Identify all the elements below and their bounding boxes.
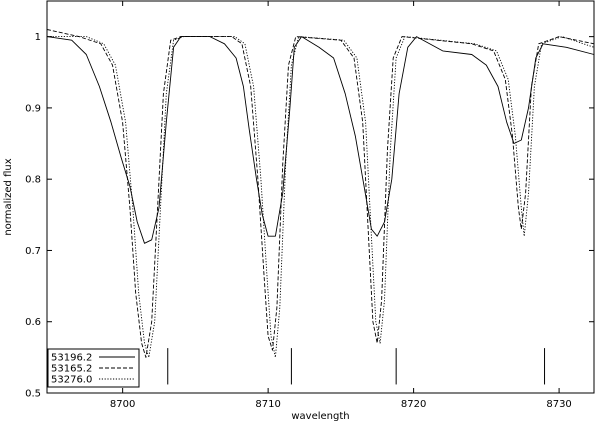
reference-marks: [167, 348, 546, 385]
series-line-2: [46, 29, 595, 358]
x-axis-label: wavelength: [291, 411, 349, 422]
x-tick-label: 8700: [110, 399, 135, 410]
x-tick-label: 8720: [401, 399, 426, 410]
y-axis-ticks: 0.5 0.6 0.7 0.8 0.9 1: [25, 32, 594, 400]
plot-frame: [46, 0, 595, 394]
y-tick-label: 0.8: [25, 175, 41, 186]
y-axis-label: normalized flux: [3, 158, 14, 235]
x-tick-label: 8730: [546, 399, 571, 410]
y-tick-label: 0.5: [25, 389, 41, 400]
y-tick-label: 1: [35, 32, 41, 43]
y-tick-label: 0.9: [25, 103, 41, 114]
x-axis-ticks: 8700 8710 8720 8730: [110, 1, 572, 410]
y-tick-label: 0.7: [25, 246, 41, 257]
legend-label: 53276.0: [51, 375, 92, 386]
legend-label: 53165.2: [51, 364, 92, 375]
y-tick-label: 0.6: [25, 317, 41, 328]
series-line-1: [46, 36, 595, 244]
x-tick-label: 8710: [255, 399, 280, 410]
legend-label: 53196.2: [51, 353, 92, 364]
series-lines: [46, 29, 595, 358]
series-line-3: [47, 36, 595, 358]
